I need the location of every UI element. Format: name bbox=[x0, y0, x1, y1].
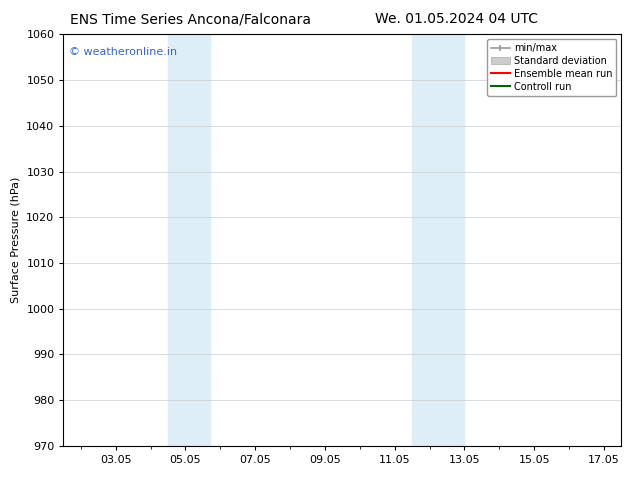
Y-axis label: Surface Pressure (hPa): Surface Pressure (hPa) bbox=[11, 177, 21, 303]
Text: We. 01.05.2024 04 UTC: We. 01.05.2024 04 UTC bbox=[375, 12, 538, 26]
Bar bbox=[412, 34, 464, 446]
Legend: min/max, Standard deviation, Ensemble mean run, Controll run: min/max, Standard deviation, Ensemble me… bbox=[487, 39, 616, 96]
Text: ENS Time Series Ancona/Falconara: ENS Time Series Ancona/Falconara bbox=[70, 12, 311, 26]
Text: © weatheronline.in: © weatheronline.in bbox=[69, 47, 177, 57]
Bar bbox=[168, 34, 210, 446]
